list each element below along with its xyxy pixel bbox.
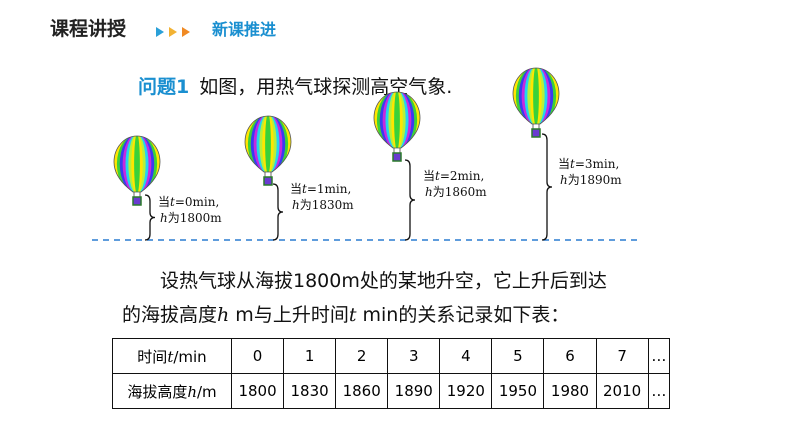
brace-shape — [272, 183, 284, 241]
question-label: 问题1 — [138, 76, 190, 98]
table-cell: 2 — [335, 338, 389, 374]
balloon-height-label: h为1860m — [425, 185, 487, 199]
table-cell: 1 — [283, 338, 337, 374]
basket-icon — [392, 152, 402, 162]
balloon-time-label: 当t=1min, — [290, 182, 351, 196]
table-cell: … — [647, 373, 671, 409]
brace-shape — [541, 133, 553, 241]
basket-icon — [263, 176, 273, 186]
paragraph-line-2: 的海拔高度h m与上升时间t min的关系记录如下表： — [122, 300, 569, 327]
basket-icon — [531, 128, 541, 138]
balloon-time-label: 当t=0min, — [158, 195, 219, 209]
paragraph-line-2-b: m与上升时间 — [229, 304, 349, 326]
balloon-time-label: 当t=3min, — [558, 157, 619, 171]
paragraph-line-1: 设热气球从海拔1800m处的某地升空，它上升后到达 — [160, 270, 607, 292]
table-cell: 1890 — [387, 373, 441, 409]
brace-shape — [404, 159, 416, 241]
paragraph-var-h: h — [217, 304, 230, 326]
table-row-height: 海拔高度h/m 1800 1830 1860 1890 1920 1950 19… — [112, 373, 671, 409]
header-title: 课程讲授 — [50, 18, 127, 40]
balloon-time-label: 当t=2min, — [423, 169, 484, 183]
table-cell: 1950 — [491, 373, 545, 409]
table-cell: 7 — [595, 338, 649, 374]
table-header-height: 海拔高度h/m — [112, 373, 232, 409]
balloon-height-label: h为1800m — [160, 211, 222, 225]
balloon-0: 当t=0min, h为1800m — [113, 135, 222, 241]
record-table: 时间t/min 0 1 2 3 4 5 6 7 … 海拔高度h/m 1800 1… — [112, 338, 671, 409]
balloons-layer: 当t=0min, h为1800m 当t=1min, h为1830m 当t=2min, h为… — [113, 67, 622, 241]
paragraph-line-2-a: 的海拔高度 — [122, 304, 218, 326]
arrows-decoration — [156, 22, 195, 41]
brace-shape — [144, 194, 156, 241]
question-text: 如图，用热气球探测高空气象. — [199, 76, 453, 98]
balloon-3: 当t=3min, h为1890m — [512, 67, 622, 241]
table-cell: 1920 — [439, 373, 493, 409]
table-cell: 3 — [387, 338, 441, 374]
table-header-time: 时间t/min — [112, 338, 232, 374]
table-cell: 0 — [230, 338, 285, 374]
arrow-icon — [182, 27, 190, 37]
balloon-1: 当t=1min, h为1830m — [244, 115, 354, 241]
question: 问题1 如图，用热气球探测高空气象. — [138, 72, 452, 99]
paragraph-var-t: t — [348, 304, 357, 326]
balloon-height-label: h为1830m — [292, 198, 354, 212]
paragraph-line-2-c: min的关系记录如下表： — [356, 304, 570, 326]
table-cell: 1980 — [543, 373, 597, 409]
balloon-2: 当t=2min, h为1860m — [373, 91, 487, 241]
table-cell: 4 — [439, 338, 493, 374]
table-cell: 5 — [491, 338, 545, 374]
balloon-height-label: h为1890m — [560, 173, 622, 187]
table-cell: 6 — [543, 338, 597, 374]
table-cell: 1800 — [230, 373, 285, 409]
basket-icon — [132, 196, 142, 206]
table-cell: 1830 — [283, 373, 337, 409]
table-row-time: 时间t/min 0 1 2 3 4 5 6 7 … — [112, 338, 671, 374]
arrow-icon — [156, 27, 164, 37]
arrow-icon — [169, 27, 177, 37]
table-cell: 2010 — [595, 373, 649, 409]
header-subtitle: 新课推进 — [212, 20, 277, 39]
table-cell: … — [647, 338, 671, 374]
table-cell: 1860 — [335, 373, 389, 409]
header: 课程讲授 新课推进 — [0, 0, 794, 56]
